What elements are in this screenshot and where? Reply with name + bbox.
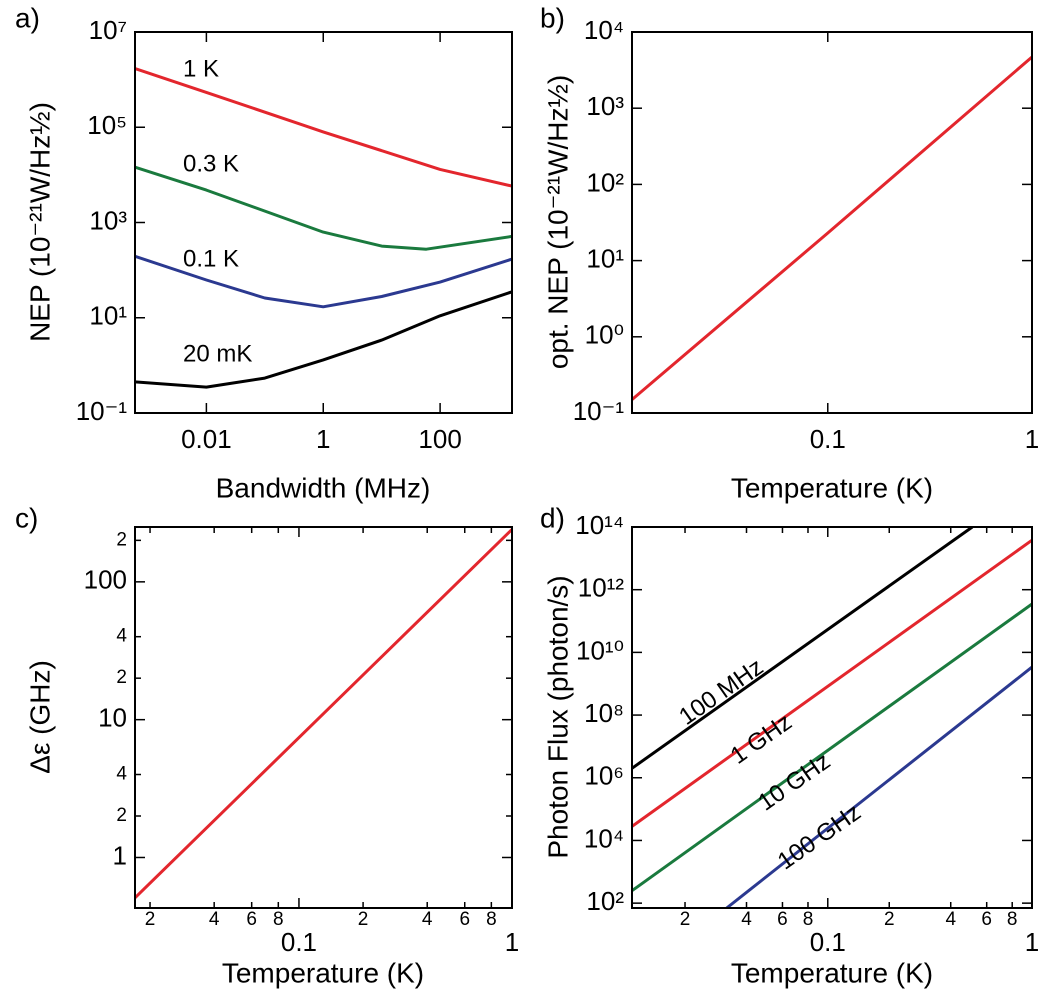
y-tick-label: 100 bbox=[84, 565, 127, 595]
panel-label: a) bbox=[15, 2, 40, 33]
y-tick-label: 10² bbox=[586, 167, 624, 197]
x-tick-label: 4 bbox=[741, 909, 752, 930]
data-line bbox=[632, 602, 1032, 892]
data-line bbox=[632, 527, 974, 770]
y-tick-label: 10¹ bbox=[586, 243, 624, 273]
x-tick-label: 0.1 bbox=[810, 424, 846, 454]
x-tick-label: 4 bbox=[209, 909, 220, 930]
data-line bbox=[135, 67, 512, 188]
x-tick-label: 1 bbox=[316, 424, 330, 454]
data-line bbox=[135, 290, 512, 389]
y-tick-label: 10² bbox=[586, 886, 624, 916]
data-line bbox=[725, 665, 1032, 908]
series-label: 100 GHz bbox=[773, 799, 866, 875]
series-label: 100 MHz bbox=[674, 653, 768, 730]
y-tick-label: 2 bbox=[116, 805, 127, 826]
y-tick-label: 10⁻¹ bbox=[573, 396, 625, 426]
x-tick-label: 6 bbox=[459, 909, 470, 930]
series-label: 20 mK bbox=[183, 340, 252, 367]
x-tick-label: 4 bbox=[945, 909, 956, 930]
series-label: 0.1 K bbox=[183, 245, 239, 272]
data-line bbox=[632, 538, 1032, 828]
panel-label: c) bbox=[15, 502, 38, 533]
y-axis-label: Photon Flux (photon/s) bbox=[542, 575, 573, 858]
plot-frame bbox=[134, 526, 513, 909]
x-axis-label: Temperature (K) bbox=[731, 957, 933, 988]
y-tick-label: 4 bbox=[116, 764, 127, 785]
y-tick-label: 10⁷ bbox=[89, 15, 127, 45]
y-tick-label: 10⁴ bbox=[584, 15, 624, 45]
y-tick-label: 10¹ bbox=[89, 301, 127, 331]
panel-label: b) bbox=[540, 2, 565, 33]
y-tick-label: 10³ bbox=[89, 205, 127, 235]
y-tick-label: 10⁵ bbox=[87, 110, 127, 140]
data-line bbox=[135, 165, 512, 251]
y-tick-label: 1 bbox=[113, 840, 127, 870]
x-axis-label: Temperature (K) bbox=[731, 472, 933, 503]
y-tick-label: 10⁰ bbox=[585, 320, 624, 350]
x-tick-label: 8 bbox=[486, 909, 497, 930]
x-tick-label: 100 bbox=[418, 424, 461, 454]
y-axis-label: NEP (10⁻²¹W/Hz½) bbox=[24, 102, 55, 342]
plot-frame bbox=[631, 526, 1033, 909]
series-label: 10 GHz bbox=[753, 748, 835, 817]
y-tick-label: 2 bbox=[116, 667, 127, 688]
y-tick-label: 10⁸ bbox=[584, 698, 624, 728]
x-tick-label: 0.01 bbox=[181, 424, 232, 454]
y-tick-label: 10⁴ bbox=[584, 823, 624, 853]
x-tick-label: 0.1 bbox=[281, 927, 317, 957]
y-tick-label: 2 bbox=[116, 529, 127, 550]
data-line bbox=[135, 528, 512, 899]
x-tick-label: 2 bbox=[680, 909, 691, 930]
x-tick-label: 8 bbox=[803, 909, 814, 930]
x-tick-label: 2 bbox=[358, 909, 369, 930]
series-label: 1 K bbox=[183, 55, 219, 82]
plot-frame bbox=[134, 31, 513, 414]
y-tick-label: 10⁻¹ bbox=[76, 396, 128, 426]
y-axis-label: opt. NEP (10⁻²¹W/Hz½) bbox=[542, 75, 573, 369]
x-tick-label: 2 bbox=[145, 909, 156, 930]
x-axis-label: Temperature (K) bbox=[222, 957, 424, 988]
series-label: 1 GHz bbox=[726, 708, 797, 769]
y-tick-label: 10⁶ bbox=[584, 761, 624, 791]
plot-frame bbox=[631, 31, 1033, 414]
x-tick-label: 1 bbox=[505, 927, 519, 957]
y-tick-label: 10³ bbox=[586, 91, 624, 121]
y-tick-label: 10 bbox=[98, 703, 127, 733]
y-tick-label: 10¹⁰ bbox=[576, 635, 624, 665]
series-label: 0.3 K bbox=[183, 150, 239, 177]
y-axis-label: Δε (GHz) bbox=[24, 660, 55, 774]
y-tick-label: 10¹² bbox=[578, 573, 625, 603]
x-tick-label: 0.1 bbox=[810, 927, 846, 957]
panel-label: d) bbox=[540, 502, 565, 533]
y-tick-label: 10¹⁴ bbox=[575, 510, 624, 540]
x-tick-label: 2 bbox=[884, 909, 895, 930]
x-tick-label: 1 bbox=[1025, 424, 1039, 454]
x-axis-label: Bandwidth (MHz) bbox=[216, 472, 431, 503]
y-tick-label: 4 bbox=[116, 626, 127, 647]
x-tick-label: 6 bbox=[246, 909, 257, 930]
x-tick-label: 6 bbox=[981, 909, 992, 930]
data-line bbox=[632, 55, 1032, 401]
x-tick-label: 8 bbox=[273, 909, 284, 930]
data-line bbox=[135, 254, 512, 309]
x-tick-label: 1 bbox=[1025, 927, 1039, 957]
x-tick-label: 4 bbox=[422, 909, 433, 930]
x-tick-label: 6 bbox=[777, 909, 788, 930]
x-tick-label: 8 bbox=[1007, 909, 1018, 930]
